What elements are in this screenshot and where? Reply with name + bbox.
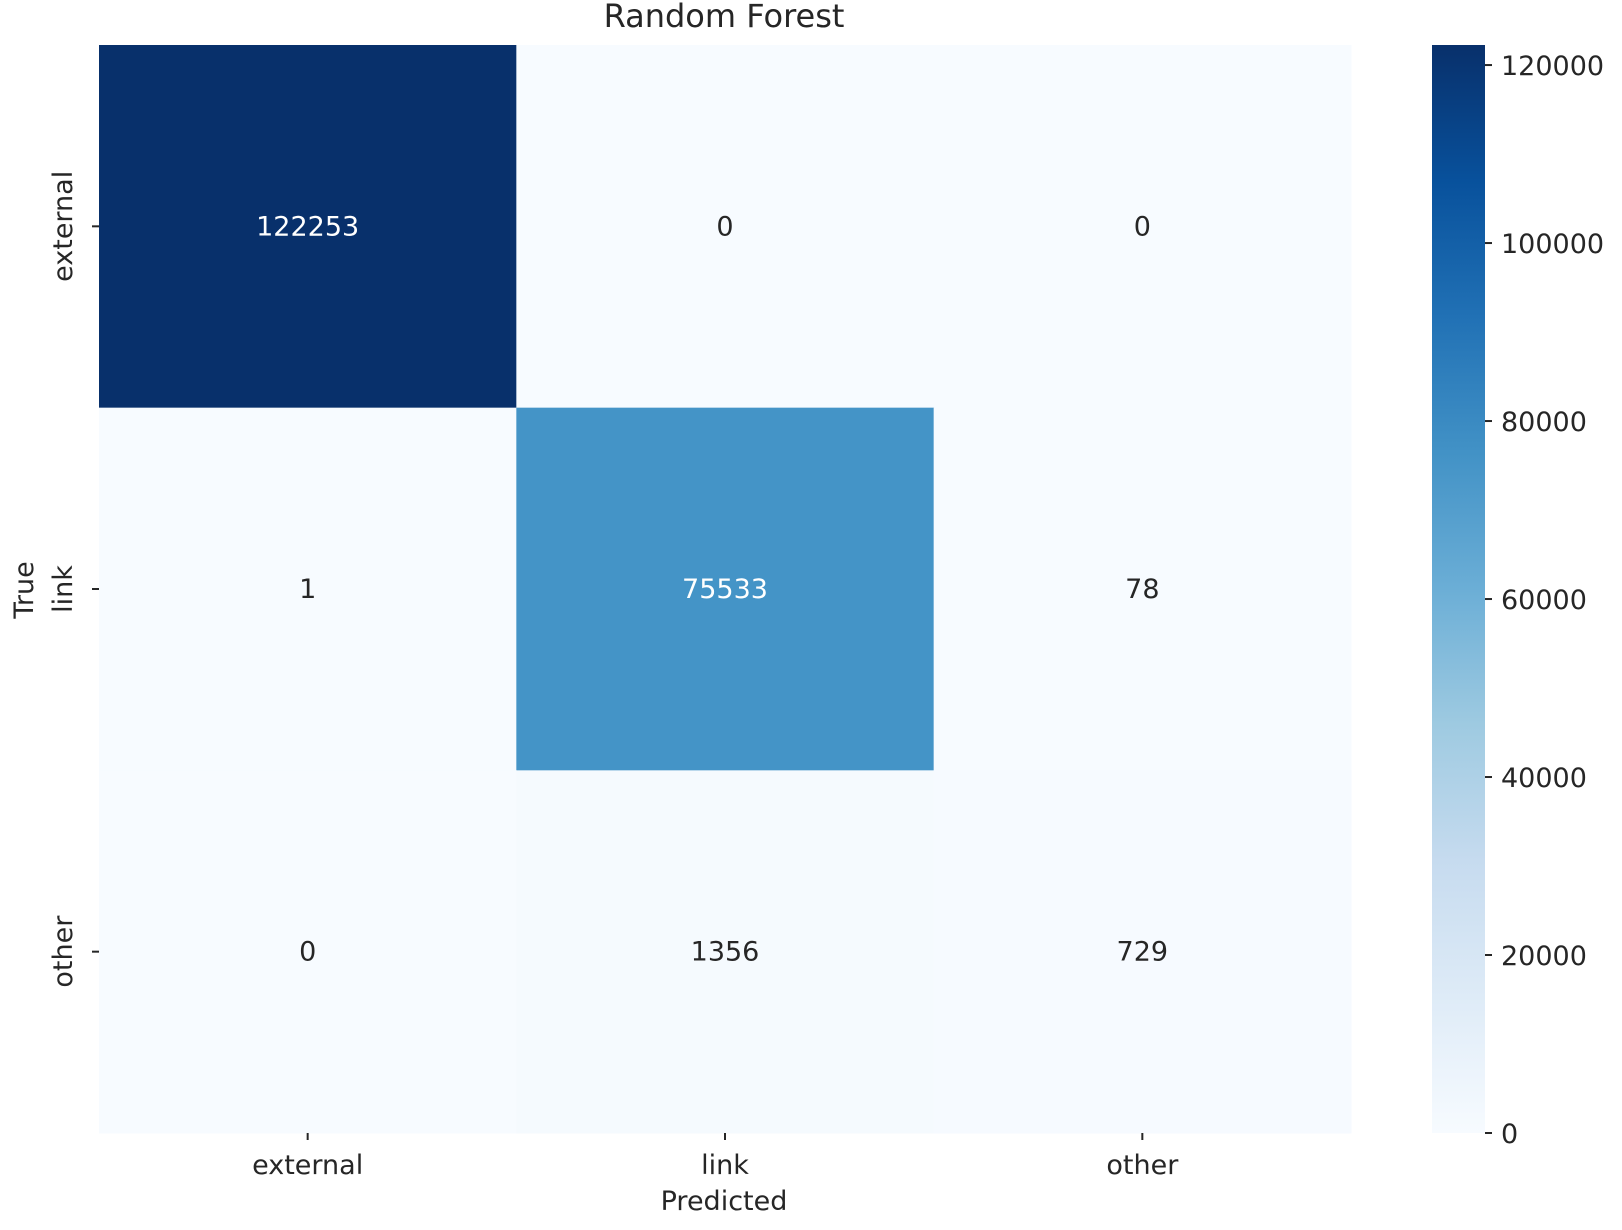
- cell-value-label: 0: [299, 937, 316, 968]
- chart-title: Random Forest: [604, 0, 845, 35]
- colorbar-tick-label: 20000: [1501, 941, 1587, 972]
- x-tick-label: other: [1106, 1150, 1179, 1181]
- colorbar-tick-label: 80000: [1501, 407, 1587, 438]
- cell-value-label: 0: [716, 211, 733, 242]
- colorbar-tick-label: 40000: [1501, 763, 1587, 794]
- cell-value-label: 1: [299, 574, 316, 605]
- cell-value-label: 729: [1117, 937, 1169, 968]
- y-tick-label: external: [48, 171, 79, 282]
- colorbar-tick-label: 100000: [1501, 229, 1604, 260]
- colorbar-gradient: [1432, 45, 1485, 1133]
- y-axis-label: True: [9, 561, 40, 619]
- heatmap-cell: [516, 407, 935, 771]
- heatmap-cell: [933, 45, 1352, 409]
- heatmap-cells: 122253 0 0 1 75533 78 0 1356 729: [99, 45, 1352, 1134]
- x-tick-label: external: [252, 1150, 363, 1181]
- x-tick-label: link: [701, 1150, 749, 1181]
- heatmap-cell: [99, 45, 517, 409]
- colorbar-tick-label: 0: [1501, 1119, 1518, 1150]
- heatmap-cell: [99, 770, 517, 1134]
- x-axis-ticks: external link other: [252, 1133, 1179, 1181]
- heatmap-cell: [99, 407, 517, 771]
- colorbar-tick-label: 120000: [1501, 51, 1604, 82]
- y-axis-ticks: external link other: [48, 171, 99, 988]
- heatmap-cell: [516, 45, 935, 409]
- cell-value-label: 1356: [691, 937, 760, 968]
- cell-value-label: 122253: [256, 211, 359, 242]
- y-tick-label: link: [48, 565, 79, 613]
- colorbar-tick-label: 60000: [1501, 585, 1587, 616]
- colorbar: 0 20000 40000 60000 80000 100000 120000: [1432, 45, 1604, 1150]
- heatmap-cell: [516, 770, 935, 1134]
- heatmap-cell: [933, 407, 1352, 771]
- cell-value-label: 78: [1125, 574, 1159, 605]
- cell-value-label: 75533: [682, 574, 768, 605]
- x-axis-label: Predicted: [661, 1186, 788, 1217]
- y-tick-label: other: [48, 915, 79, 988]
- cell-value-label: 0: [1134, 211, 1151, 242]
- heatmap-cell: [933, 770, 1352, 1134]
